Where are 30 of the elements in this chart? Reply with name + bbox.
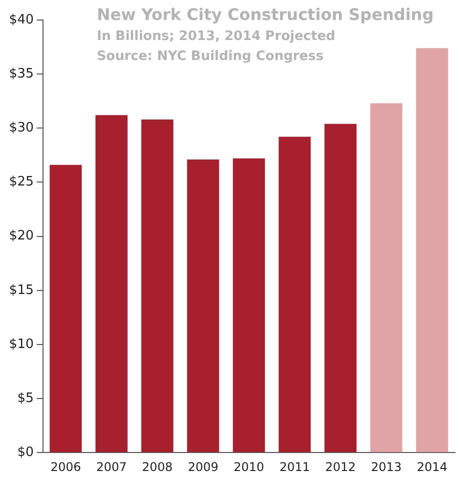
bar xyxy=(370,103,402,452)
x-tick-label: 2013 xyxy=(371,460,402,474)
bar xyxy=(95,115,128,452)
y-tick-label: $35 xyxy=(8,66,34,82)
text: In Billions; 2013, 2014 Projected xyxy=(96,28,336,44)
chart-title: New York City Construction Spending xyxy=(96,5,434,24)
x-tick-label: 2014 xyxy=(416,460,448,474)
y-tick-label: $30 xyxy=(8,120,34,136)
bar xyxy=(416,48,448,452)
x-tick-label: 2010 xyxy=(234,460,264,474)
bar xyxy=(232,158,265,452)
x-tick-label: 2007 xyxy=(96,460,127,474)
annotation: Source: NYC Building Congress xyxy=(96,48,324,64)
x-tick-label: 2011 xyxy=(279,460,310,474)
y-tick-label: $25 xyxy=(8,174,34,190)
bar xyxy=(187,160,220,452)
y-tick-label: $0 xyxy=(17,444,34,460)
x-tick-label: 2009 xyxy=(188,460,218,474)
y-tick-label: $40 xyxy=(8,12,34,28)
x-tick-label: 2008 xyxy=(142,460,173,474)
y-tick-label: $20 xyxy=(8,228,34,244)
bar xyxy=(50,164,82,452)
x-tick-label: 2012 xyxy=(325,460,356,474)
bar xyxy=(324,124,357,452)
bar xyxy=(141,120,174,452)
bar xyxy=(278,136,311,452)
y-tick-label: $10 xyxy=(8,336,34,352)
y-tick-label: $5 xyxy=(17,390,34,406)
y-tick-label: $15 xyxy=(8,282,34,298)
x-tick-label: 2006 xyxy=(50,460,81,474)
